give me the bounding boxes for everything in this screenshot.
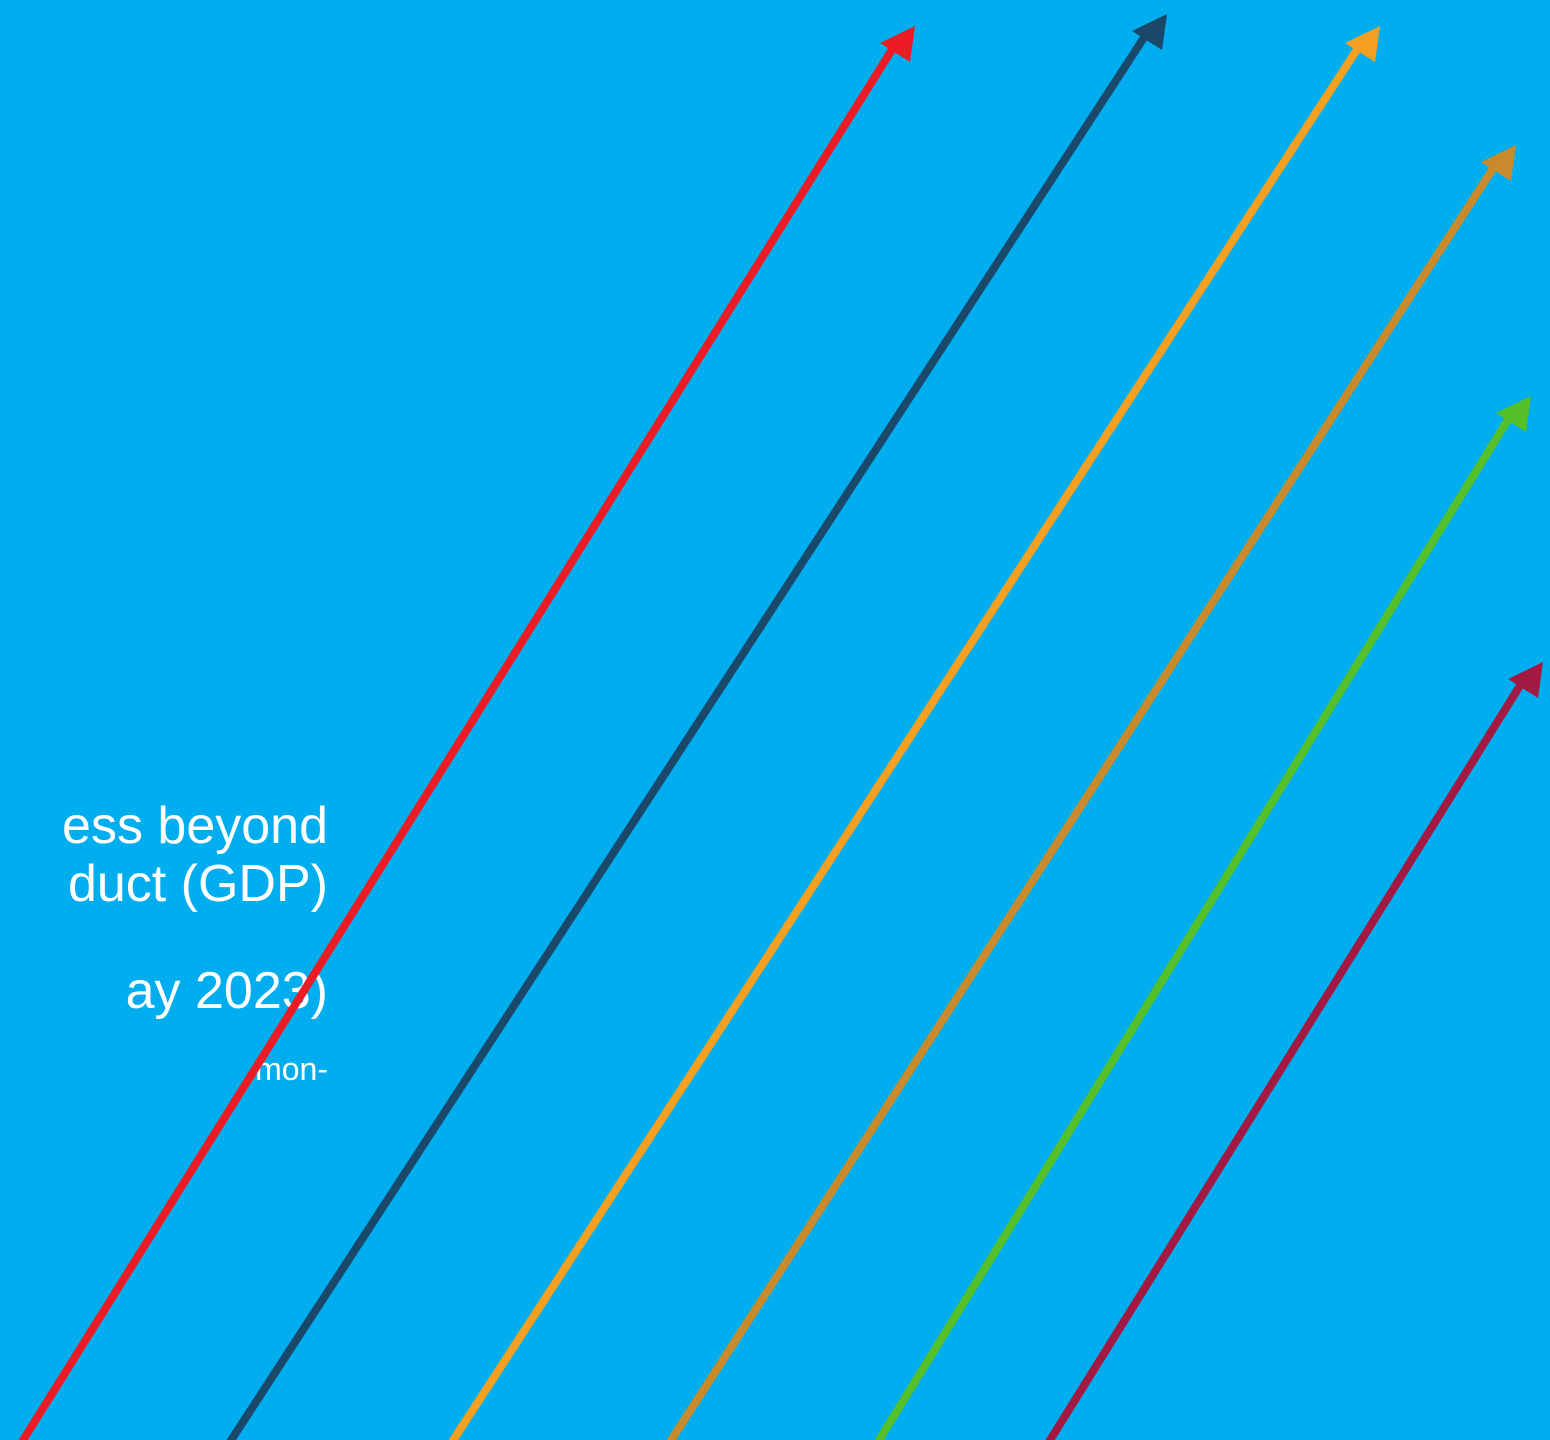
title-line-4: mon- — [255, 1051, 328, 1087]
arrow-navy — [226, 14, 1167, 1440]
title-line-2: duct (GDP) — [67, 855, 328, 913]
title-line-1: ess beyond — [62, 797, 328, 855]
arrow-crimson — [1045, 662, 1543, 1440]
arrow-green — [874, 396, 1531, 1440]
arrow-orange — [448, 26, 1380, 1440]
arrow-gold — [666, 145, 1516, 1440]
arrow-red — [18, 26, 915, 1440]
